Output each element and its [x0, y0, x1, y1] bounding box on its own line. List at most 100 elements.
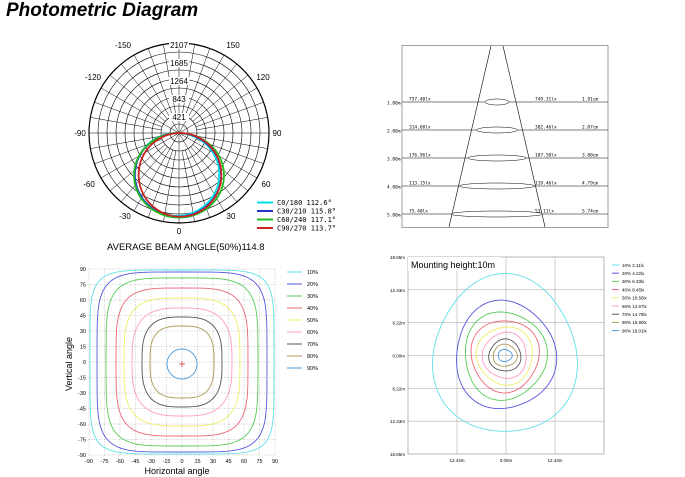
cone-body: 1.00m 757.40lx 749.31lx 1.91cm 2.00m 314.60lx… [387, 45, 608, 228]
radial-label: 1264 [170, 77, 188, 86]
illuminance-y-tick: 18.65m [390, 255, 405, 260]
polar-legend-label: C30/210 115.8° [277, 208, 336, 216]
cone-lux-label: 176.96lx [409, 153, 431, 159]
illuminance-y-tick: 6.22m [392, 321, 405, 326]
isolux-x-tick: 90 [272, 459, 278, 465]
cone-ellipse [450, 210, 544, 218]
cone-lux-label: 314.60lx [409, 125, 431, 131]
cone-height-label: 3.00m [387, 157, 401, 163]
polar-legend-label: C0/180 112.6° [277, 199, 332, 207]
isolux-curve-1 [96, 271, 268, 453]
isolux-x-tick: -30 [147, 459, 155, 465]
radial-label: 1685 [170, 59, 188, 68]
angle-label: 0 [177, 227, 182, 236]
polar-legend: C0/180 112.6°C30/210 115.8°C60/240 117.1… [257, 199, 336, 233]
illuminance-legend-label: 80% 16.90lx [622, 320, 648, 325]
illuminance-y-tick: 0.00m [392, 354, 405, 359]
polar-legend-label: C90/270 113.7° [277, 225, 336, 233]
isolux-curve-5 [131, 307, 233, 417]
polar-spoke [120, 63, 168, 120]
radial-label-bg [169, 77, 189, 85]
radial-label-bg [169, 41, 189, 49]
cone-edge [448, 45, 492, 228]
cone-ellipse [459, 182, 535, 190]
polar-spoke [196, 135, 268, 149]
illuminance-legend-label: 90% 19.01lx [622, 328, 648, 333]
illuminance-legend-label: 70% 14.78lx [622, 312, 648, 317]
polar-spoke [90, 117, 162, 131]
isolux-y-tick: -30 [78, 391, 86, 397]
isolux-grid: 90 -90 75 -75 60 -60 45 -45 30 -30 15 -15 0 0 -15 15 -30… [78, 267, 278, 465]
polar-legend-label: C60/240 117.1° [277, 216, 336, 224]
isolux-legend-label: 40% [307, 306, 318, 312]
cone-ellipse [484, 98, 510, 106]
polar-labels: 2107 1685 1264 843 421 0 30 60 90 120 150 -30 -60 -90… [74, 41, 282, 236]
cone-dia-label: 4.79cm [582, 181, 599, 187]
illuminance-curve-2 [464, 311, 548, 401]
angle-label: 120 [256, 73, 270, 82]
isolux-y-tick: 60 [80, 298, 86, 304]
illuminance-legend-label: 40% 8.45lx [622, 287, 645, 292]
isolux-y-tick: -15 [78, 376, 86, 382]
isolux-x-tick: -45 [132, 459, 140, 465]
illuminance-legend-label: 50% 10.56lx [622, 296, 648, 301]
angle-label: 60 [262, 180, 271, 189]
illuminance-legend-label: 10% 2.11lx [622, 263, 645, 268]
polar-spoke [196, 117, 268, 131]
illuminance-x-tick: 12.43m [449, 458, 464, 463]
cone-lux-label: 113.15lx [409, 181, 431, 187]
isolux-y-tick: -90 [78, 453, 86, 459]
isolux-y-tick: 30 [80, 329, 86, 335]
cone-avg-label: 119.46lx [535, 181, 557, 187]
cone-avg-label: 187.50lx [535, 153, 557, 159]
angle-label: -150 [115, 41, 132, 50]
isolux-y-tick: -45 [78, 407, 86, 413]
illuminance-y-tick: 18.65m [390, 452, 405, 457]
isolux-x-tick: -90 [85, 459, 93, 465]
radial-label-bg [169, 95, 189, 103]
isolux-legend-label: 10% [307, 270, 318, 276]
isolux-legend-label: 90% [307, 366, 318, 372]
isolux-x-tick: -75 [101, 459, 109, 465]
isolux-curve-2 [105, 277, 259, 447]
isolux-legend-label: 70% [307, 342, 318, 348]
polar-spoke [120, 146, 168, 203]
isolux-curve-8 [166, 348, 198, 380]
polar-spoke [109, 144, 166, 192]
illuminance-diagram: 18.65m 12.43m 6.22m 0.00m 6.22m 12.43m 18.65m 1… [390, 255, 648, 463]
polar-spoke [181, 150, 195, 222]
illuminance-y-tick: 6.22m [392, 386, 405, 391]
cone-avg-label: 302.46lx [535, 125, 557, 131]
isolux-curves [89, 269, 275, 455]
isolux-x-tick: 45 [225, 459, 231, 465]
polar-curve-3 [137, 132, 223, 218]
polar-spoke [94, 101, 163, 128]
radial-label: 843 [172, 95, 186, 104]
illuminance-curve-6 [488, 338, 522, 372]
illuminance-curve-8 [497, 349, 513, 363]
isolux-legend-label: 30% [307, 294, 318, 300]
polar-spoke [90, 135, 162, 149]
angle-label: 30 [227, 212, 236, 221]
isolux-legend-label: 20% [307, 282, 318, 288]
illuminance-curve-1 [456, 299, 558, 410]
isolux-x-tick: -60 [116, 459, 124, 465]
illuminance-legend-label: 20% 4.22lx [622, 271, 645, 276]
isolux-legend-label: 50% [307, 318, 318, 324]
cone-avg-label: 53.11lx [535, 209, 554, 215]
illuminance-curve-7 [492, 343, 518, 367]
radial-label-bg [169, 59, 189, 67]
isolux-y-tick: 75 [80, 283, 86, 289]
isolux-x-tick: 30 [210, 459, 216, 465]
cone-ellipse [467, 154, 527, 162]
isolux-diagram: 90 -90 75 -75 60 -60 45 -45 30 -30 15 -15 0 0 -15 15 -30… [64, 267, 318, 476]
isolux-y-tick: 90 [80, 267, 86, 273]
isolux-curve-7 [149, 325, 215, 399]
cone-lux-label: 75.40lx [409, 209, 428, 215]
illuminance-legend: 10% 2.11lx 20% 4.22lx 30% 6.33lx 40% 8.45lx… [612, 263, 648, 333]
isolux-x-tick: 15 [194, 459, 200, 465]
angle-label: -120 [85, 73, 102, 82]
polar-spoke [184, 48, 211, 117]
illuminance-curves [432, 272, 578, 432]
isolux-y-tick: 15 [80, 345, 86, 351]
